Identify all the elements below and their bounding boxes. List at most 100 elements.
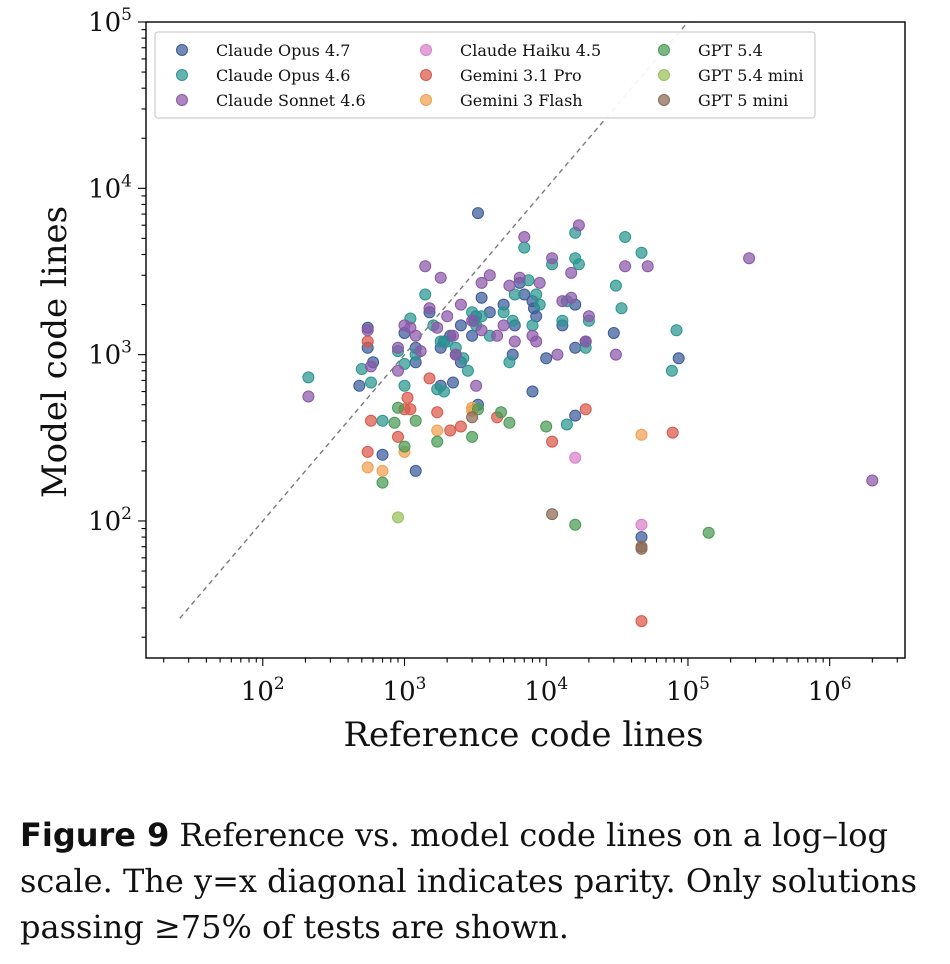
data-point: [569, 409, 582, 422]
y-tick-label: 104: [88, 171, 132, 204]
data-point: [392, 511, 404, 524]
data-point: [454, 319, 467, 332]
legend-label: GPT 5.4 mini: [698, 66, 804, 85]
data-point: [579, 403, 592, 416]
data-point: [635, 246, 648, 259]
data-point: [491, 329, 504, 342]
data-point: [466, 329, 479, 342]
data-point: [483, 269, 496, 282]
data-point: [409, 414, 422, 427]
data-point: [454, 298, 467, 311]
data-point: [546, 508, 559, 521]
axes-layer: 102 103 104 105 106 102 103 104 105 Reference cod…: [35, 5, 906, 755]
data-point: [423, 372, 436, 385]
data-point: [635, 518, 648, 531]
data-point: [556, 314, 569, 327]
data-point: [572, 258, 585, 271]
data-point: [398, 440, 411, 453]
data-point: [546, 435, 559, 448]
data-point: [508, 335, 521, 348]
data-point: [866, 474, 879, 487]
data-point: [419, 288, 432, 301]
legend-label: Claude Sonnet 4.6: [216, 91, 366, 110]
data-point: [619, 231, 632, 243]
data-point: [665, 364, 678, 377]
data-point: [409, 464, 422, 477]
x-tick-label: 102: [241, 674, 285, 707]
data-point: [302, 390, 315, 403]
legend-label: Gemini 3.1 Pro: [460, 66, 582, 85]
data-point: [743, 252, 756, 265]
plot-points: [302, 207, 879, 628]
data-point: [401, 391, 414, 404]
data-point: [530, 288, 543, 301]
data-point: [398, 379, 411, 392]
legend-marker: [176, 94, 188, 106]
data-point: [635, 428, 648, 441]
data-point: [466, 314, 479, 327]
data-point: [365, 360, 377, 373]
data-point: [503, 416, 516, 429]
data-point: [376, 476, 389, 489]
data-point: [497, 306, 510, 319]
data-point: [431, 424, 444, 437]
figure-label: Figure 9: [20, 816, 170, 854]
legend-marker: [420, 69, 432, 81]
x-tick-label: 105: [666, 674, 710, 707]
y-tick-label: 103: [88, 338, 132, 371]
data-point: [540, 352, 553, 365]
data-point: [470, 379, 483, 392]
data-point: [670, 324, 683, 337]
data-point: [569, 341, 582, 354]
data-point: [392, 430, 404, 443]
data-point: [572, 219, 585, 232]
data-point: [392, 364, 404, 377]
data-point: [495, 406, 507, 419]
data-point: [635, 542, 648, 555]
y-tick-label: 105: [88, 5, 132, 38]
data-point: [579, 335, 592, 348]
data-point: [447, 376, 459, 389]
data-point: [431, 321, 444, 334]
legend-marker: [658, 69, 670, 81]
data-point: [551, 348, 564, 361]
data-point: [466, 411, 479, 424]
data-point: [409, 329, 422, 342]
data-point: [447, 329, 459, 342]
data-point: [565, 291, 578, 304]
data-point: [361, 324, 374, 337]
data-point: [472, 403, 484, 416]
data-point: [419, 260, 432, 273]
legend-marker: [420, 94, 432, 106]
data-point: [666, 426, 679, 439]
data-point: [365, 376, 377, 389]
data-point: [388, 416, 401, 429]
legend-label: GPT 5.4: [698, 41, 763, 60]
data-point: [361, 461, 374, 474]
x-axis-label: Reference code lines: [343, 715, 703, 755]
data-point: [619, 260, 632, 273]
data-point: [569, 518, 582, 531]
data-point: [641, 260, 654, 273]
data-point: [565, 266, 578, 279]
data-point: [449, 348, 462, 361]
data-point: [475, 276, 488, 289]
data-point: [702, 526, 715, 539]
scatter-chart: 102 103 104 105 106 102 103 104 105 Reference cod…: [35, 5, 906, 755]
data-point: [423, 302, 436, 315]
data-point: [508, 288, 521, 301]
data-point: [497, 319, 510, 332]
data-point: [438, 385, 450, 398]
data-point: [615, 302, 628, 315]
diagonal-layer: [179, 22, 689, 619]
data-point: [392, 401, 404, 414]
legend-label: Claude Haiku 4.5: [460, 41, 601, 60]
data-point: [513, 271, 526, 284]
data-point: [472, 207, 484, 220]
data-point: [546, 252, 559, 265]
data-point: [444, 424, 457, 437]
data-point: [361, 335, 374, 348]
data-point: [376, 414, 389, 427]
x-tick-label: 104: [524, 674, 568, 707]
data-point: [607, 327, 620, 339]
